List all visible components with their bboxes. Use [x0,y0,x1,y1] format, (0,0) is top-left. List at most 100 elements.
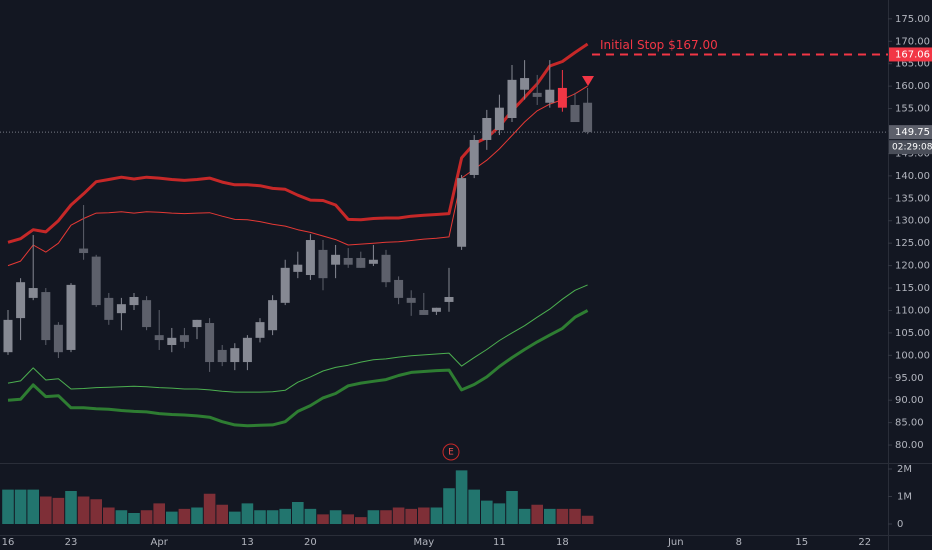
y-tick-label: 175.00 [895,14,930,25]
volume-bar [329,510,342,524]
x-tick-label: Jun [667,537,684,548]
candle-body [494,107,504,131]
candle-body [242,337,252,363]
volume-bar [128,512,140,524]
band-line [7,309,589,428]
y-tick-label: 160.00 [895,81,930,92]
volume-bar [2,489,14,524]
volume-bar [266,510,279,524]
y-tick-label: 130.00 [895,216,930,227]
candle-body [318,249,328,279]
volume-bar [430,507,443,524]
volume-bar [355,517,367,524]
volume-bar [493,503,506,524]
countdown-label: 02:29:08 [892,143,932,153]
candle-body [343,257,353,265]
y-tick-label: 95.00 [895,373,924,384]
y-tick-label: 105.00 [895,328,930,339]
volume-bar [27,489,39,524]
volume-bar [468,489,480,524]
volume-bar [14,489,27,524]
candle-body [444,297,454,302]
volume-bar [531,504,543,524]
candle-body [192,319,202,328]
y-tick-label: 100.00 [895,350,930,361]
candle-body [520,78,530,90]
candle-body [356,257,366,268]
candle-body [406,297,416,303]
y-tick-label: 90.00 [895,395,924,406]
volume-bar [418,507,430,524]
volume-bar [342,514,354,524]
candle-body [570,104,580,123]
overlay: 80.00 85.00 90.00 95.00 100.00 105.00 110.00 11… [2,14,932,548]
candle-body [205,323,215,363]
candle-body [66,284,76,350]
x-tick-label: 8 [736,537,742,548]
x-tick-label: 23 [65,537,78,548]
volume-bar [279,508,291,524]
volume-bar [178,508,191,524]
volume-bar [581,515,594,524]
volume-bar [481,500,493,524]
candle-body [293,264,303,272]
y-tick-label: 170.00 [895,36,930,47]
x-tick-label: 15 [795,537,808,548]
candle-body [268,300,278,331]
volume-bar [367,510,380,524]
volume-bar [317,514,329,524]
y-tick-label: 85.00 [895,418,924,429]
countdown-box [889,140,932,155]
stop-price-box [889,47,932,62]
x-tick-label: 22 [858,537,871,548]
volume-bar [304,508,317,524]
candle-body [305,240,315,276]
candle-body [255,322,265,338]
volume-bar [241,503,254,524]
volume-tick-label: 0 [897,519,903,530]
volume-bar [506,490,518,524]
band-line [7,284,588,393]
volume-bar [216,504,228,524]
candle-body [545,89,555,103]
volume-bar [518,508,531,524]
candle-body [79,248,89,254]
x-tick-label: 16 [2,537,15,548]
candle-body [532,92,542,97]
volume-bar [153,503,165,524]
volume-bar [556,508,569,524]
volume-bar [229,511,241,524]
y-tick-label: 155.00 [895,104,930,115]
candle-body [91,256,101,306]
volume-bar [140,510,153,524]
volume-bar [65,490,77,524]
volume-bar [203,493,216,524]
volume-bar [90,499,102,524]
candle-body [583,102,593,133]
x-tick-label: 20 [304,537,317,548]
volume-bar [544,508,556,524]
volume-bar [103,507,115,524]
candle-body [179,335,189,342]
candle-body [331,254,341,265]
candle-body [394,279,404,298]
earnings-marker [442,443,460,461]
candle-body [457,178,467,247]
volume-bar [166,511,178,524]
candle-body [419,310,429,315]
volume-bar [455,470,468,524]
earnings-label: E [448,448,454,458]
volume-tick-label: 1M [897,491,912,502]
candle-body [217,349,227,363]
candle-body [154,335,164,341]
y-tick-label: 135.00 [895,193,930,204]
candle-body [381,254,391,283]
volume-bar [115,510,128,524]
x-tick-label: 18 [556,537,569,548]
candle-body [142,300,152,328]
volume-bar [191,507,203,524]
x-tick-label: 11 [493,537,506,548]
volume-bar [292,501,304,524]
